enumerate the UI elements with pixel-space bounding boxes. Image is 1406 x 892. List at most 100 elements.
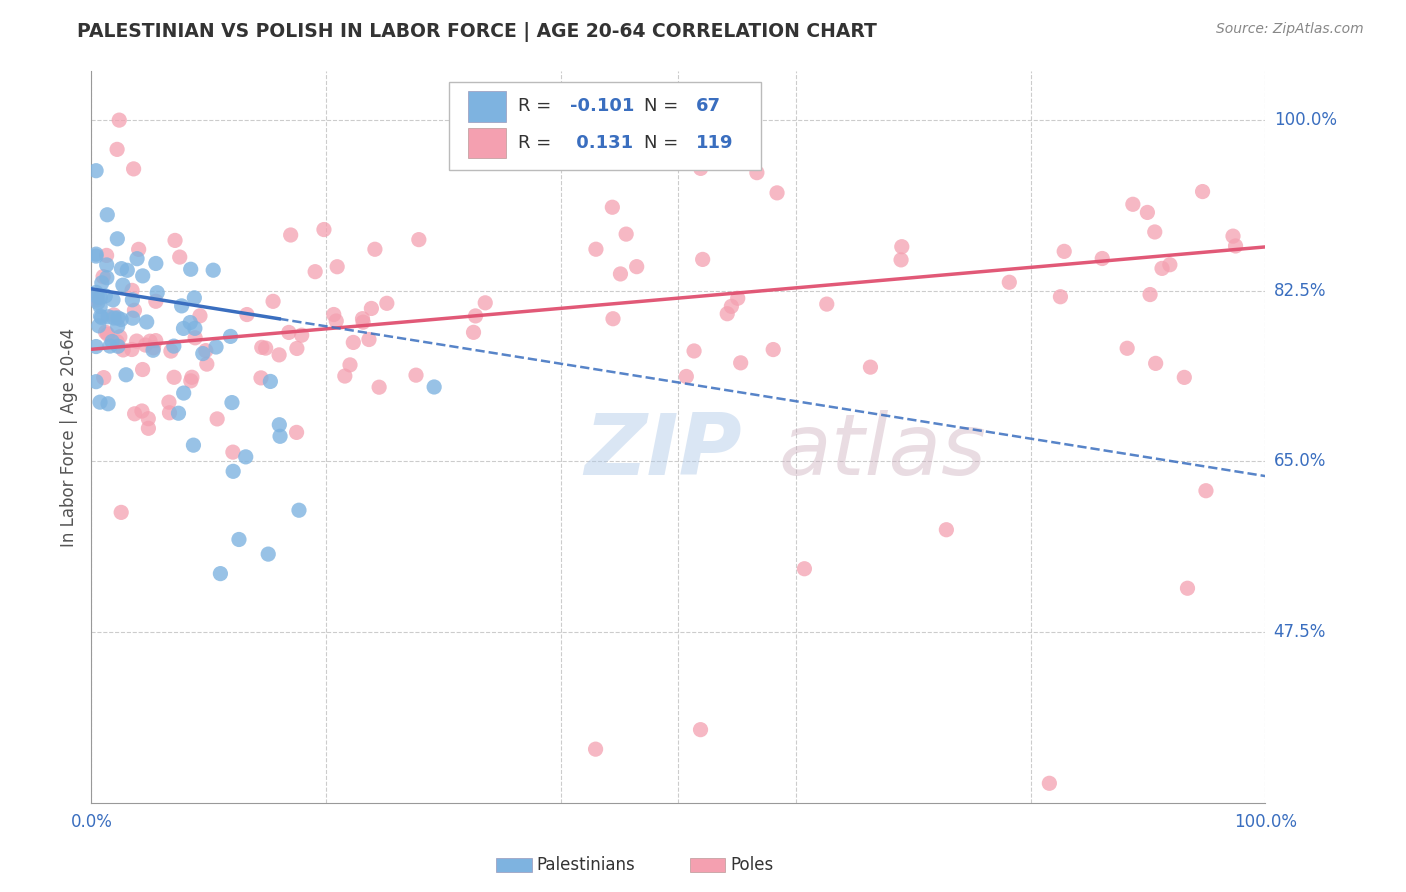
Point xyxy=(169,250,191,264)
Point xyxy=(859,360,882,375)
Point xyxy=(179,316,201,330)
Point xyxy=(935,523,957,537)
Point xyxy=(890,240,912,254)
Point xyxy=(124,407,146,421)
Point xyxy=(333,369,356,384)
Point xyxy=(326,260,349,274)
Point xyxy=(84,375,107,389)
Point xyxy=(1150,261,1173,276)
Point xyxy=(146,285,169,300)
Point xyxy=(121,343,143,357)
Point xyxy=(96,248,118,262)
Point xyxy=(602,200,624,214)
Text: 100.0%: 100.0% xyxy=(1274,112,1337,129)
Point xyxy=(228,533,250,547)
Point xyxy=(131,404,153,418)
Point xyxy=(125,252,148,266)
Point xyxy=(121,293,143,307)
Point xyxy=(285,342,308,356)
Point xyxy=(117,263,139,277)
Point xyxy=(235,450,257,464)
Point xyxy=(138,421,160,435)
FancyBboxPatch shape xyxy=(690,858,725,872)
Point xyxy=(103,311,125,326)
Point xyxy=(124,303,146,318)
Point xyxy=(423,380,446,394)
Point xyxy=(111,278,134,293)
Point xyxy=(125,334,148,348)
Point xyxy=(250,340,273,354)
Point xyxy=(1049,290,1071,304)
Point xyxy=(84,247,107,261)
Point xyxy=(1191,185,1213,199)
Point xyxy=(1177,581,1199,595)
Point xyxy=(188,309,211,323)
Point xyxy=(163,370,186,384)
Point xyxy=(94,325,117,339)
Point xyxy=(312,222,335,236)
Point xyxy=(236,308,259,322)
Point xyxy=(1122,197,1144,211)
Point xyxy=(86,293,108,307)
Point xyxy=(1195,483,1218,498)
Point xyxy=(1091,252,1114,266)
Text: 0.131: 0.131 xyxy=(571,134,634,152)
Point xyxy=(675,369,697,384)
Text: Source: ZipAtlas.com: Source: ZipAtlas.com xyxy=(1216,22,1364,37)
Point xyxy=(87,318,110,333)
Point xyxy=(160,344,183,359)
Point xyxy=(134,338,156,352)
Point xyxy=(96,270,118,285)
FancyBboxPatch shape xyxy=(450,82,761,170)
Point xyxy=(360,301,382,316)
Point xyxy=(142,343,165,358)
Point xyxy=(408,233,430,247)
Point xyxy=(84,340,107,354)
Point xyxy=(269,429,291,443)
Point xyxy=(342,335,364,350)
Point xyxy=(145,256,167,270)
Point xyxy=(766,186,789,200)
Point xyxy=(173,386,195,401)
Point xyxy=(131,268,153,283)
Point xyxy=(89,290,111,304)
Text: Palestinians: Palestinians xyxy=(536,856,636,874)
Text: atlas: atlas xyxy=(778,410,986,493)
Text: 47.5%: 47.5% xyxy=(1274,624,1326,641)
Point xyxy=(219,329,242,343)
Point xyxy=(142,341,165,355)
Point xyxy=(90,310,112,324)
Point xyxy=(180,370,202,384)
Point xyxy=(463,326,485,340)
Point xyxy=(1053,244,1076,259)
Point xyxy=(602,311,624,326)
Point xyxy=(762,343,785,357)
Point xyxy=(221,395,243,409)
Point xyxy=(180,262,202,277)
Point xyxy=(191,346,214,360)
Point xyxy=(815,297,838,311)
Text: 67: 67 xyxy=(696,97,721,115)
Point xyxy=(115,368,138,382)
Point xyxy=(170,299,193,313)
Point xyxy=(304,265,326,279)
Point xyxy=(205,412,228,426)
Point xyxy=(1144,356,1167,370)
Point xyxy=(222,445,245,459)
Point xyxy=(262,294,284,309)
Point xyxy=(96,258,118,272)
Point xyxy=(145,334,167,348)
Point xyxy=(683,343,706,358)
Point xyxy=(101,293,124,307)
Point xyxy=(98,339,121,353)
Point xyxy=(1173,370,1195,384)
Point xyxy=(110,261,132,276)
Point xyxy=(107,310,129,325)
Point xyxy=(202,263,225,277)
Point xyxy=(1225,239,1247,253)
Point xyxy=(1136,205,1159,219)
Point xyxy=(90,310,112,325)
Text: Poles: Poles xyxy=(730,856,773,874)
Point xyxy=(1139,287,1161,301)
Point xyxy=(94,289,117,303)
